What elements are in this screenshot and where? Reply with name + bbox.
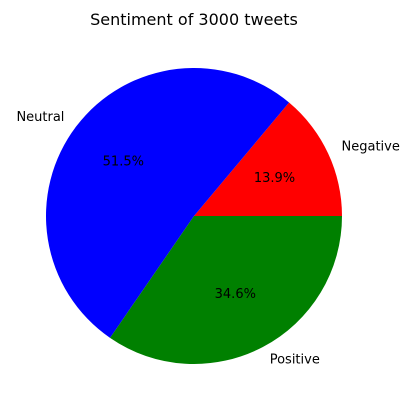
chart-title: Sentiment of 3000 tweets (90, 10, 298, 29)
slice-label-negative: Negative (342, 140, 400, 155)
slice-label-positive: Positive (270, 353, 320, 368)
slice-label-neutral: Neutral (16, 110, 64, 125)
pie-slice-positive (110, 216, 342, 365)
pct-label-positive: 34.6% (215, 287, 256, 302)
slices-layer (46, 68, 342, 365)
pct-label-negative: 13.9% (254, 171, 295, 186)
pie-slice-neutral (46, 68, 290, 338)
labels-layer: 13.9% Negative 51.5% Neutral 34.6% Positive (16, 110, 399, 368)
pct-label-neutral: 51.5% (103, 155, 144, 170)
pie-slice-negative (194, 102, 342, 216)
